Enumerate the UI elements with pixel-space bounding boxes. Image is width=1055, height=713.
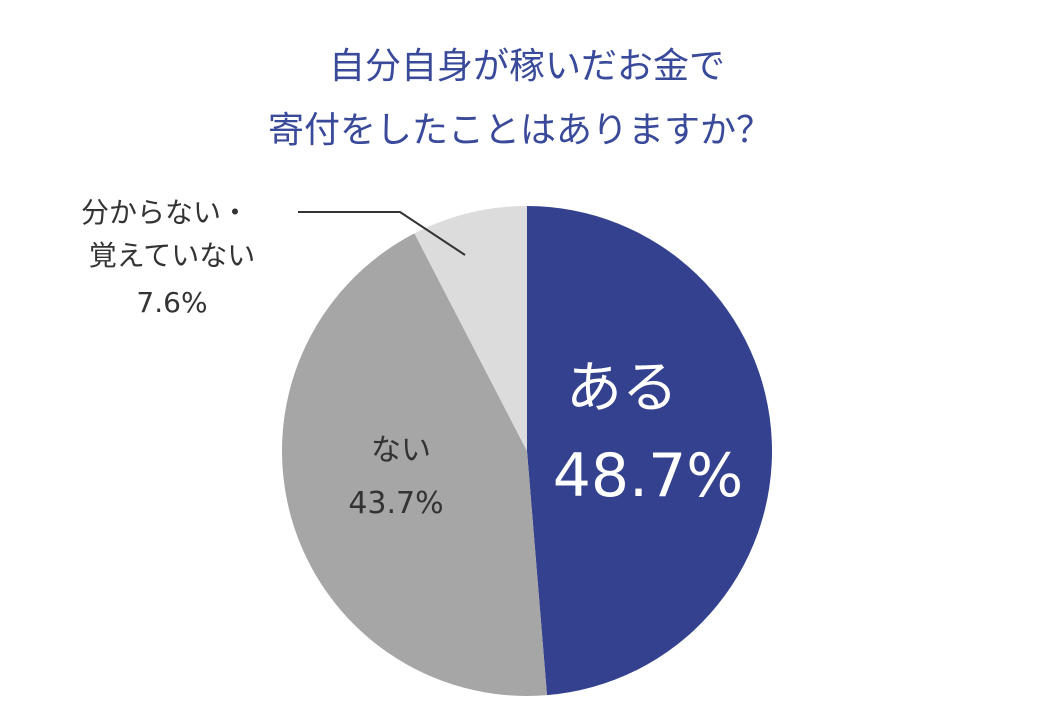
slice-value-nai: 43.7% (348, 486, 443, 521)
pie-slice-nai (281, 233, 547, 697)
slice-label-wakaranai-line-1: 分からない・ (81, 196, 249, 229)
slice-value-wakaranai: 7.6% (136, 286, 207, 319)
pie-slice-aru (527, 206, 773, 696)
slice-label-aru: ある (566, 356, 678, 421)
slice-label-wakaranai-line-2: 覚えていない (89, 239, 256, 272)
slice-label-nai: ない (371, 433, 431, 468)
chart-title-line-2: 寄付をしたことはありますか？ (268, 110, 772, 151)
pie-slices (281, 206, 773, 697)
pie-slice-wakaranai (414, 206, 527, 451)
callout-leader-line (298, 211, 466, 256)
slice-value-aru: 48.7% (553, 441, 744, 511)
chart-title-line-1: 自分自身が稼いだお金で (329, 46, 725, 87)
